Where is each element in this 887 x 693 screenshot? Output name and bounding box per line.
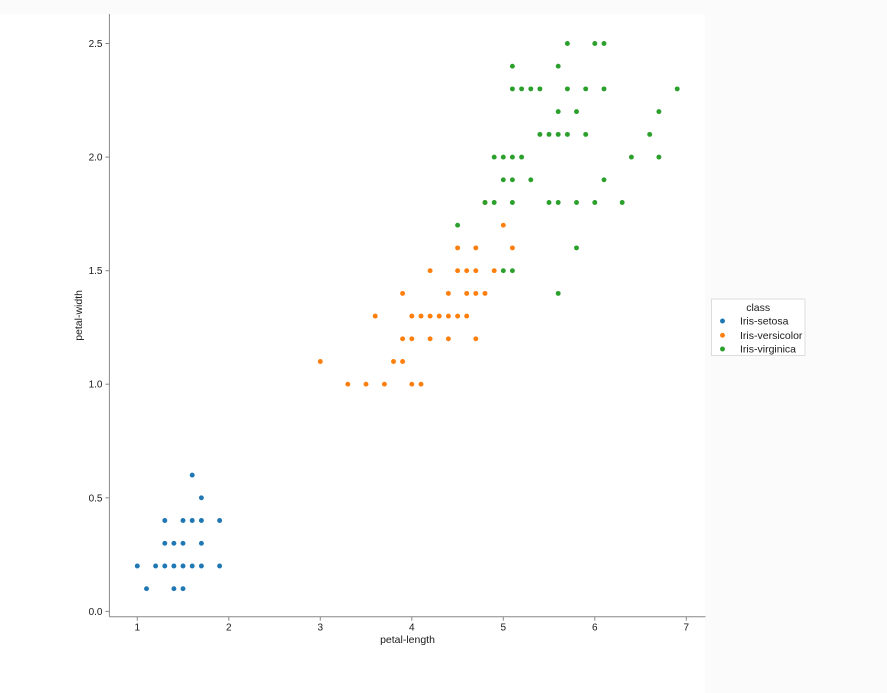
- svg-text:petal-width: petal-width: [73, 290, 85, 341]
- svg-text:5: 5: [501, 623, 507, 634]
- svg-text:Iris-setosa: Iris-setosa: [740, 316, 789, 328]
- svg-text:1.0: 1.0: [89, 380, 103, 391]
- svg-text:0.5: 0.5: [89, 493, 103, 504]
- svg-text:class: class: [746, 302, 770, 314]
- svg-text:1: 1: [135, 623, 141, 634]
- svg-text:2.0: 2.0: [89, 153, 103, 164]
- svg-text:7: 7: [684, 623, 690, 634]
- svg-text:2: 2: [226, 623, 232, 634]
- svg-text:Iris-virginica: Iris-virginica: [740, 344, 796, 356]
- svg-text:6: 6: [592, 623, 598, 634]
- svg-text:2.5: 2.5: [89, 39, 103, 50]
- svg-text:4: 4: [409, 623, 415, 634]
- svg-text:0.0: 0.0: [89, 607, 103, 618]
- svg-text:3: 3: [318, 623, 324, 634]
- svg-text:Iris-versicolor: Iris-versicolor: [740, 330, 803, 342]
- svg-text:petal-length: petal-length: [380, 634, 435, 646]
- svg-text:1.5: 1.5: [89, 266, 103, 277]
